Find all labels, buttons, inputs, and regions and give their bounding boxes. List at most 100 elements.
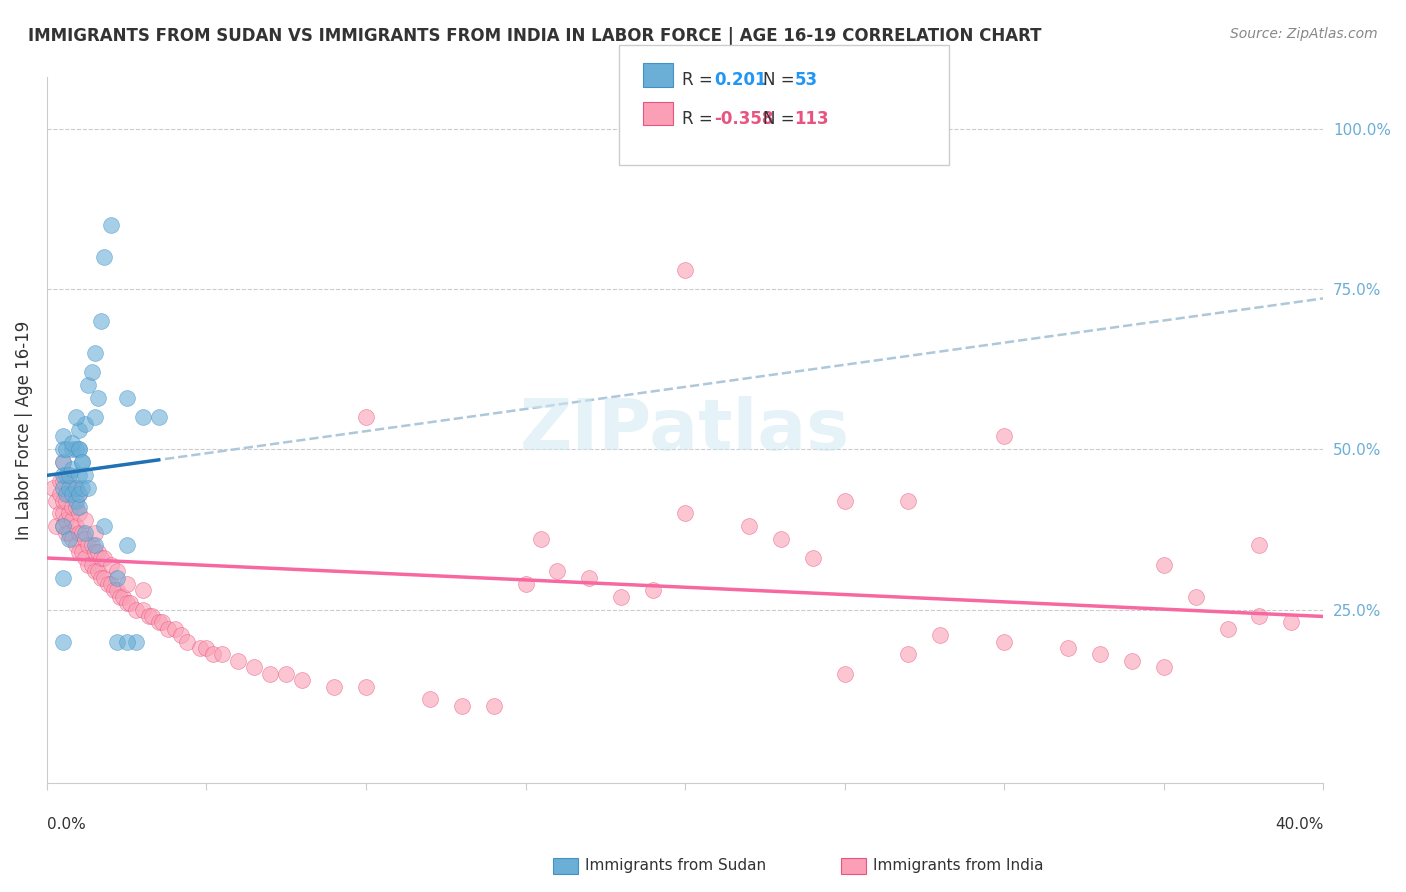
Point <box>52 442 75 457</box>
Point <box>515 577 537 591</box>
Point <box>52 475 75 489</box>
Point <box>83 564 105 578</box>
Point <box>52 519 75 533</box>
Point <box>55 513 77 527</box>
Point <box>354 680 377 694</box>
Point <box>52 507 75 521</box>
Point <box>90 551 112 566</box>
Point <box>354 410 377 425</box>
Point <box>70 525 93 540</box>
Point <box>75 417 97 431</box>
Point <box>75 532 97 546</box>
Point <box>228 654 250 668</box>
Point <box>65 410 87 425</box>
Point <box>65 442 87 457</box>
Point <box>52 481 75 495</box>
Text: -0.358: -0.358 <box>714 110 773 128</box>
Point <box>673 262 696 277</box>
Point <box>83 545 105 559</box>
Point <box>188 641 211 656</box>
Point <box>100 558 122 572</box>
Point <box>546 564 568 578</box>
Point <box>1249 539 1271 553</box>
Text: 0.201: 0.201 <box>714 71 766 89</box>
Text: 53: 53 <box>794 71 817 89</box>
Point <box>77 378 100 392</box>
Point <box>148 615 170 630</box>
Point <box>105 564 128 578</box>
Point <box>1057 641 1080 656</box>
Point <box>115 391 138 405</box>
Point <box>70 455 93 469</box>
Point <box>897 648 920 662</box>
Point <box>103 583 125 598</box>
Point <box>80 365 103 379</box>
Point <box>45 519 67 533</box>
Point <box>52 467 75 482</box>
Text: 113: 113 <box>794 110 830 128</box>
Point <box>115 577 138 591</box>
Point <box>897 493 920 508</box>
Point <box>55 467 77 482</box>
Point <box>259 666 281 681</box>
Point <box>80 539 103 553</box>
Point <box>138 609 160 624</box>
Point <box>65 493 87 508</box>
Point <box>530 532 553 546</box>
Point <box>67 487 90 501</box>
Point <box>150 615 173 630</box>
Point <box>131 583 153 598</box>
Point <box>93 570 115 584</box>
Point <box>170 628 193 642</box>
Point <box>87 391 110 405</box>
Point <box>83 346 105 360</box>
Point <box>67 545 90 559</box>
Point <box>67 423 90 437</box>
Point <box>1153 558 1175 572</box>
Point <box>115 539 138 553</box>
Point <box>112 590 135 604</box>
Point <box>58 532 80 546</box>
Point <box>125 602 148 616</box>
Point <box>1249 609 1271 624</box>
Point <box>55 487 77 501</box>
Point <box>65 481 87 495</box>
Point <box>67 507 90 521</box>
Point <box>65 539 87 553</box>
Point <box>65 481 87 495</box>
Point <box>176 634 198 648</box>
Point <box>62 436 84 450</box>
Point <box>93 519 115 533</box>
Point <box>323 680 346 694</box>
Point <box>131 410 153 425</box>
Point <box>65 500 87 514</box>
Text: R =: R = <box>682 110 718 128</box>
Point <box>1279 615 1302 630</box>
Point <box>77 481 100 495</box>
Point <box>482 698 505 713</box>
Point <box>52 429 75 443</box>
Point <box>90 570 112 584</box>
Point <box>110 590 132 604</box>
Point <box>65 519 87 533</box>
Text: 40.0%: 40.0% <box>1275 817 1323 832</box>
Point <box>148 410 170 425</box>
Point <box>80 558 103 572</box>
Point <box>67 500 90 514</box>
Point <box>125 634 148 648</box>
Point <box>77 558 100 572</box>
Point <box>67 525 90 540</box>
Point <box>105 570 128 584</box>
Point <box>450 698 472 713</box>
Point <box>673 507 696 521</box>
Point <box>834 493 856 508</box>
Point <box>96 577 118 591</box>
Point <box>52 570 75 584</box>
Point <box>70 481 93 495</box>
Text: Immigrants from India: Immigrants from India <box>873 858 1043 872</box>
Point <box>834 666 856 681</box>
Point <box>83 539 105 553</box>
Point <box>100 577 122 591</box>
Point <box>118 596 141 610</box>
Text: ZIPatlas: ZIPatlas <box>520 395 851 465</box>
